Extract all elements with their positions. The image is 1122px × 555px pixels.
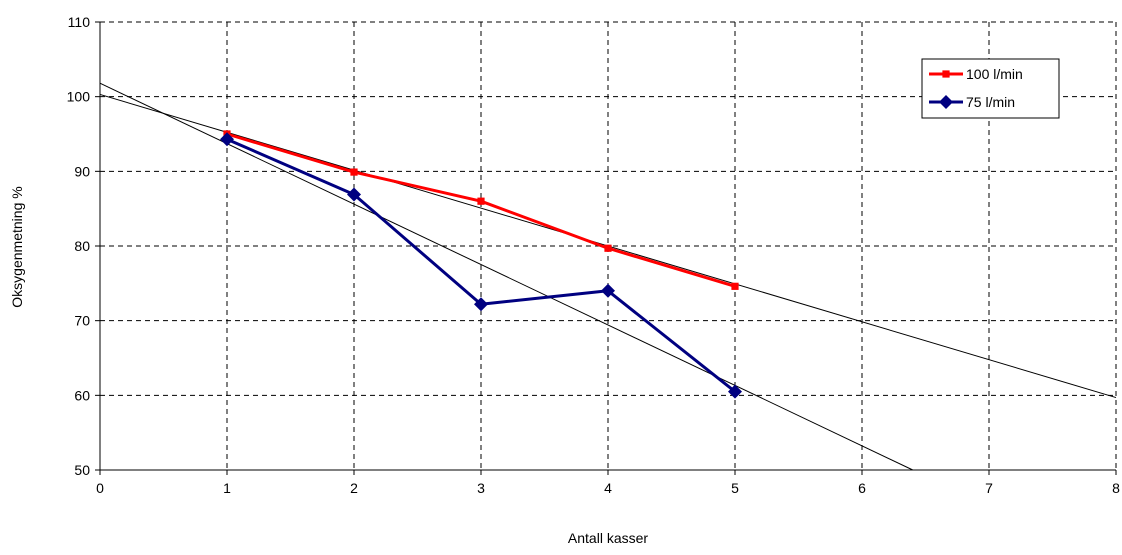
legend-label: 100 l/min	[966, 66, 1023, 82]
y-tick-label: 100	[67, 89, 91, 105]
y-tick-label: 70	[74, 313, 90, 329]
legend-item: 75 l/min	[929, 94, 1015, 110]
series-line	[226, 132, 736, 288]
diamond-marker	[728, 384, 742, 399]
y-tick-label: 80	[74, 238, 90, 254]
legend: 100 l/min 75 l/min	[921, 58, 1060, 119]
series-group	[220, 132, 742, 399]
series	[220, 130, 742, 399]
x-axis-title: Antall kasser	[568, 530, 648, 546]
square-marker	[942, 70, 950, 78]
square-marker	[604, 244, 612, 252]
diamond-marker	[347, 187, 361, 202]
x-tick-label: 2	[350, 480, 358, 496]
x-tick-label: 0	[96, 480, 104, 496]
y-tick-label: 50	[74, 462, 90, 478]
x-tick-label: 3	[477, 480, 485, 496]
diamond-marker	[220, 132, 234, 147]
x-tick-label: 5	[731, 480, 739, 496]
x-tick-label: 6	[858, 480, 866, 496]
square-marker	[477, 197, 485, 205]
trendline	[99, 82, 914, 471]
diamond-marker	[474, 297, 488, 312]
diamond-marker	[939, 95, 953, 109]
diamond-marker	[601, 283, 615, 298]
axes	[95, 21, 1117, 475]
y-tick-label: 110	[68, 14, 91, 30]
legend-item: 100 l/min	[929, 66, 1023, 82]
y-axis-title: Oksygenmetning %	[9, 186, 25, 307]
square-marker	[731, 282, 739, 290]
legend-box	[921, 58, 1060, 119]
x-tick-label: 7	[985, 480, 993, 496]
y-tick-label: 60	[74, 387, 90, 403]
y-tick-label: 90	[74, 163, 90, 179]
x-tick-label: 1	[223, 480, 231, 496]
legend-label: 75 l/min	[966, 94, 1015, 110]
tick-labels: 0 1 2 3 4 5 6 7 8 50 60 70 80 90 100 110	[67, 14, 1120, 496]
square-marker	[350, 168, 358, 176]
x-tick-label: 8	[1112, 480, 1120, 496]
x-tick-label: 4	[604, 480, 612, 496]
